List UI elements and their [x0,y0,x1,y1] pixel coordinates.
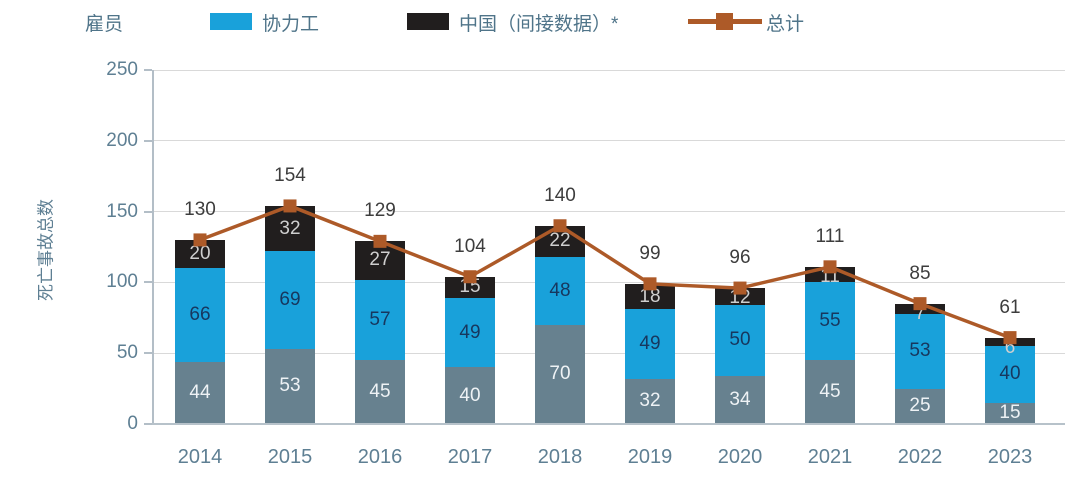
legend-item-china-indirect: 中国（间接数据）* [459,14,619,35]
bar-value-label: 50 [729,329,751,351]
bar-value-label: 69 [279,289,301,311]
x-axis-label: 2017 [447,446,493,468]
bar-value-label: 32 [279,217,301,239]
bar-value-label: 40 [999,363,1021,385]
y-tick-label: 50 [116,342,138,364]
total-data-label: 129 [364,200,396,222]
legend-item-contractor: 协力工 [262,14,320,35]
legend-swatch-contractor-icon [210,13,252,30]
y-tick-mark [144,423,152,425]
bar-segment-series-0 [175,361,225,424]
x-axis-label: 2019 [627,446,673,468]
gridline [152,69,1065,71]
bar-segment-series-0 [805,360,855,424]
y-tick-label: 200 [106,129,138,151]
bar-value-label: 45 [819,381,841,403]
bar-value-label: 55 [819,310,841,332]
bar-value-label: 49 [459,321,481,343]
bar-value-label: 20 [189,243,211,265]
x-axis-label: 2021 [807,446,853,468]
legend-square-marker-icon [716,13,733,30]
bar-segment-series-0 [445,367,495,424]
bar-value-label: 48 [549,279,571,301]
bar-value-label: 40 [459,384,481,406]
x-axis-label: 2020 [717,446,763,468]
total-data-label: 154 [274,164,306,186]
x-axis-label: 2016 [357,446,403,468]
bar-value-label: 70 [549,363,571,385]
x-axis-label: 2014 [177,446,223,468]
bar-value-label: 25 [909,395,931,417]
bar-value-label: 57 [369,308,391,330]
bar-value-label: 45 [369,381,391,403]
bar-value-label: 32 [639,390,661,412]
bar-value-label: 7 [914,302,926,324]
bar-value-label: 66 [189,303,211,325]
y-tick-label: 0 [127,413,138,434]
bar-value-label: 53 [279,375,301,397]
bar-value-label: 15 [459,276,481,298]
y-tick-label: 250 [106,59,138,80]
total-data-label: 104 [454,235,486,257]
x-axis-label: 2023 [987,446,1033,468]
total-data-label: 85 [909,262,931,284]
bar-value-label: 53 [909,340,931,362]
x-axis-label: 2018 [537,446,583,468]
y-tick-label: 150 [106,200,138,222]
bar-segment-series-0 [535,324,585,424]
total-data-label: 140 [544,184,576,206]
total-data-label: 99 [639,242,661,264]
bar-value-label: 15 [999,402,1021,424]
bar-value-label: 18 [639,285,661,307]
legend-item-employee: 雇员 [85,14,124,35]
bar-value-label: 12 [729,287,751,309]
x-axis-label: 2022 [897,446,943,468]
bar-value-label: 6 [1004,336,1016,358]
legend-swatch-china-indirect-icon [407,13,449,30]
total-data-label: 96 [729,247,751,269]
bar-segment-series-0 [265,348,315,424]
gridline [152,140,1065,142]
bar-segment-series-0 [895,388,945,424]
total-data-label: 111 [815,225,845,247]
y-tick-mark [144,352,152,355]
total-data-label: 61 [999,296,1021,318]
gridline [152,352,1065,354]
y-tick-mark [144,281,152,284]
bar-segment-series-0 [625,378,675,424]
y-tick-mark [144,139,152,142]
y-tick-label: 100 [106,271,138,293]
x-axis-label: 2015 [267,446,313,468]
x-axis-line [152,423,1065,425]
bar-value-label: 34 [729,388,751,410]
bar-segment-series-1 [985,346,1035,403]
y-axis-line [152,70,154,424]
y-tick-mark [144,69,152,71]
bar-value-label: 27 [369,249,391,271]
bar-segment-series-0 [985,402,1035,424]
bar-value-label: 44 [189,381,211,403]
y-tick-mark [144,210,152,213]
bar-value-label: 22 [549,230,571,252]
bar-segment-series-0 [715,375,765,424]
legend-item-total: 总计 [766,14,805,35]
bar-value-label: 11 [820,265,840,287]
total-data-label: 130 [184,198,216,220]
bar-segment-series-0 [355,360,405,424]
bar-value-label: 49 [639,332,661,354]
legend-line-sample-total-icon [688,12,762,31]
chart-legend: 雇员 协力工 中国（间接数据）* 总计 [0,0,1070,44]
